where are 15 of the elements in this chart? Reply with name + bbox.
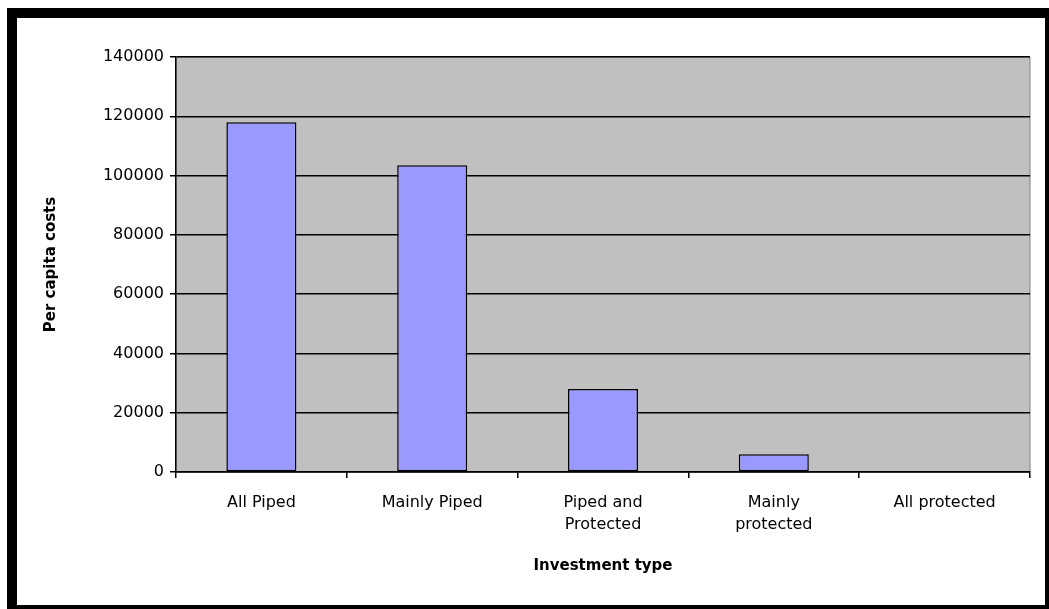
y-tick-label: 140000 — [102, 46, 164, 66]
y-tick-label: 100000 — [102, 164, 164, 184]
x-tick-label: Mainly Piped — [381, 491, 483, 511]
y-tick-label: 120000 — [102, 105, 164, 125]
y-tick-label: 40000 — [113, 342, 164, 362]
x-tick-label: Piped and Protected — [563, 491, 643, 533]
x-axis-title: Investment type — [533, 555, 673, 574]
x-tick-label: Mainly protected — [735, 491, 813, 533]
y-tick-label: 60000 — [113, 283, 164, 303]
y-tick-label: 20000 — [113, 401, 164, 421]
y-tick-label: 0 — [153, 461, 164, 481]
y-axis-title: Per capita costs — [40, 196, 59, 333]
y-tick-label: 80000 — [113, 224, 164, 244]
x-tick-label: All protected — [893, 491, 996, 511]
x-tick-label: All Piped — [226, 491, 296, 511]
